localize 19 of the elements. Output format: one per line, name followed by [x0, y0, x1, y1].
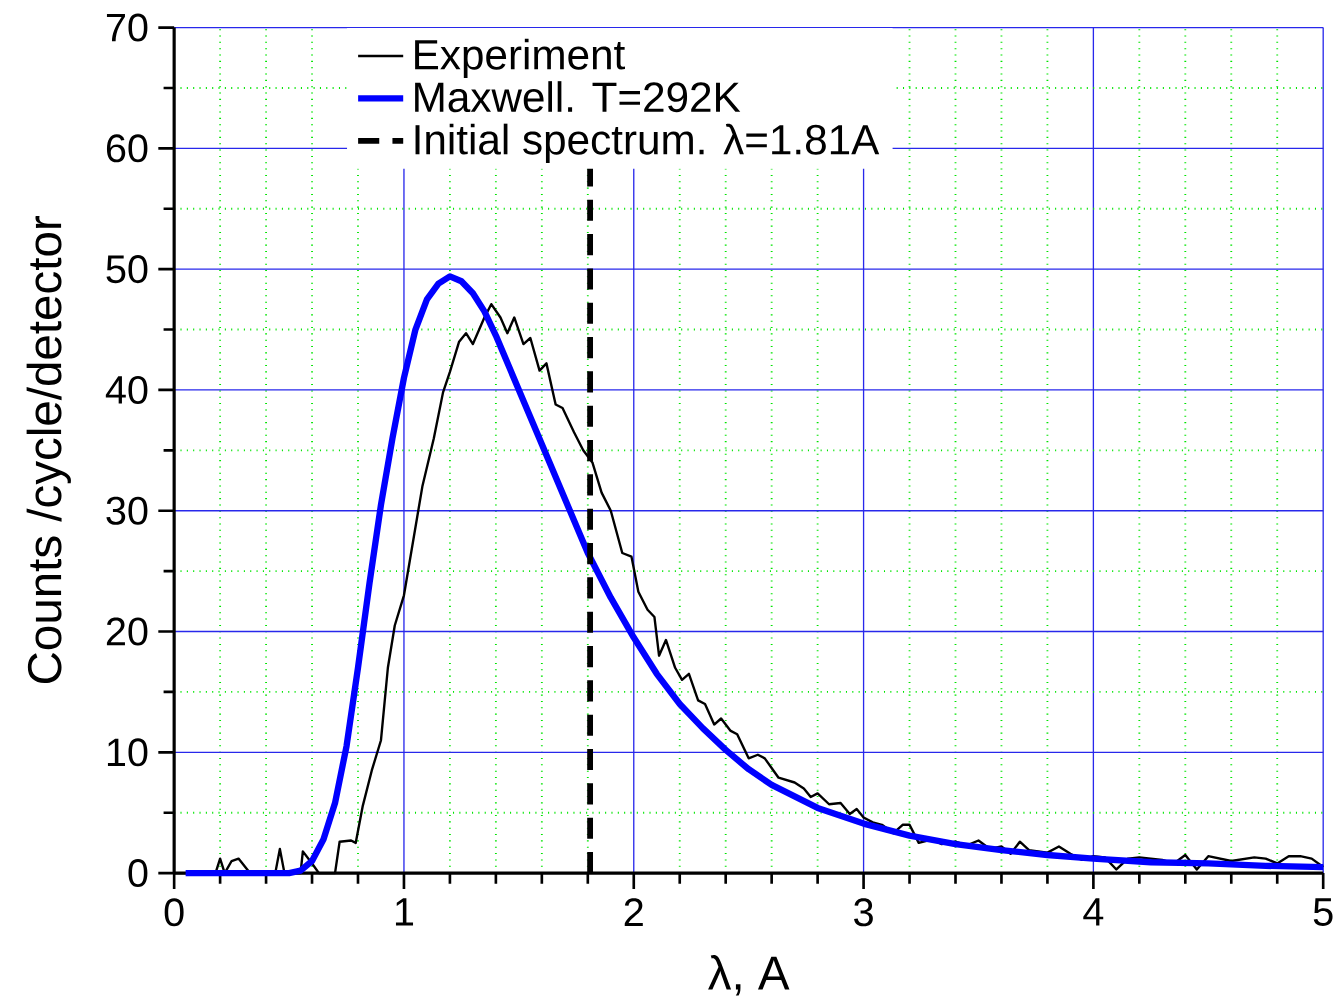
- y-tick-label: 20: [106, 617, 148, 646]
- y-tick-label: 40: [105, 375, 148, 404]
- y-tick-label: 10: [107, 738, 148, 767]
- y-tick-label: 50: [106, 254, 148, 283]
- y-tick-label: 0: [128, 858, 148, 887]
- y-tick-label: 70: [106, 13, 148, 42]
- x-tick-label: 1: [395, 898, 414, 926]
- x-tick-label: 3: [854, 898, 873, 927]
- x-axis-title: λ, A: [708, 954, 790, 996]
- y-axis-title: Counts /cycle/detector: [26, 215, 71, 683]
- x-tick-label: 4: [1083, 898, 1104, 926]
- x-tick-label: 5: [1313, 898, 1333, 926]
- legend-label: Experiment: [415, 38, 625, 78]
- ref-line-label: Initial spectrum. λ=1.81A: [415, 123, 880, 163]
- legend-label: Maxwell. T=292K: [415, 81, 741, 113]
- y-tick-label: 60: [106, 134, 148, 163]
- x-tick-label: 0: [164, 898, 184, 927]
- y-tick-label: 30: [106, 496, 148, 525]
- x-tick-label: 2: [624, 898, 643, 926]
